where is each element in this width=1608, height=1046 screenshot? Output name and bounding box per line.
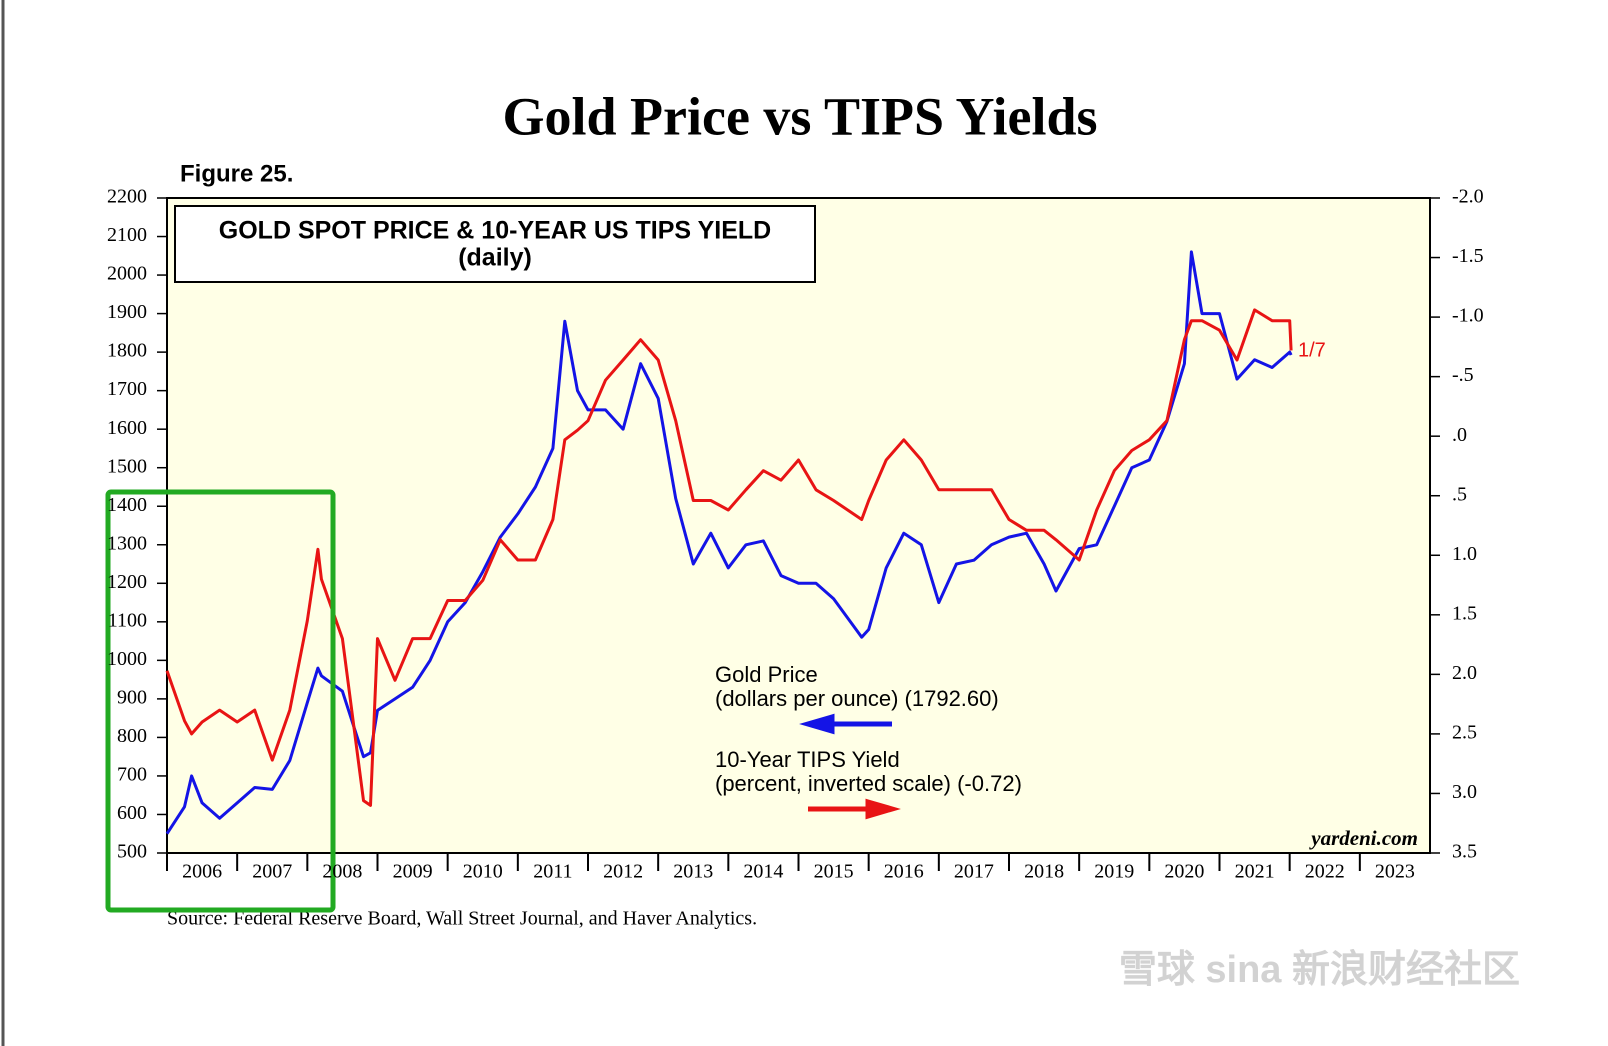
y2-tick-label: 2.0 — [1452, 662, 1477, 684]
figure-label: Figure 25. — [180, 160, 293, 187]
credit: yardeni.com — [1308, 826, 1418, 850]
y-tick-label: 600 — [117, 802, 147, 824]
y2-tick-label: -1.0 — [1452, 305, 1484, 327]
annotation: (dollars per ounce) (1792.60) — [715, 686, 999, 711]
y2-tick-label: -2.0 — [1452, 186, 1484, 208]
y2-tick-label: 3.0 — [1452, 781, 1477, 803]
x-tick-label: 2021 — [1235, 861, 1275, 883]
y2-tick-label: 2.5 — [1452, 722, 1477, 744]
end-label: 1/7 — [1298, 339, 1326, 361]
x-tick-label: 2016 — [884, 861, 924, 883]
y-tick-label: 700 — [117, 764, 147, 786]
x-tick-label: 2012 — [603, 861, 643, 883]
y-tick-label: 500 — [117, 841, 147, 863]
x-tick-label: 2022 — [1305, 861, 1345, 883]
x-tick-label: 2009 — [393, 861, 433, 883]
y-tick-label: 1800 — [107, 340, 147, 362]
x-tick-label: 2008 — [322, 861, 362, 883]
legend-label: 10-Year TIPS Yield — [715, 747, 900, 772]
y2-tick-label: .0 — [1452, 424, 1467, 446]
y2-tick-label: .5 — [1452, 483, 1467, 505]
y-tick-label: 900 — [117, 686, 147, 708]
legend-arrow — [808, 798, 901, 820]
y-tick-label: 1000 — [107, 648, 147, 670]
x-tick-label: 2017 — [954, 861, 994, 883]
annotation: (percent, inverted scale) (-0.72) — [715, 771, 1022, 796]
y-tick-label: 1400 — [107, 494, 147, 516]
highlight-box — [105, 489, 336, 913]
y-tick-label: 1500 — [107, 455, 147, 477]
y2-tick-label: 1.5 — [1452, 602, 1477, 624]
x-tick-label: 2018 — [1024, 861, 1064, 883]
y-tick-label: 1600 — [107, 417, 147, 439]
x-tick-label: 2013 — [673, 861, 713, 883]
legend-arrow — [799, 713, 892, 735]
x-tick-label: 2014 — [743, 861, 783, 883]
source: Source: Federal Reserve Board, Wall Stre… — [167, 908, 757, 930]
legend-label: Gold Price — [715, 662, 818, 687]
x-tick-label: 2015 — [814, 861, 854, 883]
chart-title: Gold Price vs TIPS Yields — [502, 86, 1097, 146]
y-tick-label: 1900 — [107, 301, 147, 323]
y-tick-label: 1700 — [107, 378, 147, 400]
box-title: GOLD SPOT PRICE & 10-YEAR US TIPS YIELD — [219, 217, 771, 245]
y2-tick-label: -1.5 — [1452, 245, 1484, 267]
x-tick-label: 2011 — [533, 861, 572, 883]
y2-tick-label: 3.5 — [1452, 841, 1477, 863]
y-tick-label: 800 — [117, 725, 147, 747]
x-tick-label: 2019 — [1094, 861, 1134, 883]
x-tick-label: 2010 — [463, 861, 503, 883]
y-tick-label: 2200 — [107, 186, 147, 208]
y-tick-label: 1300 — [107, 532, 147, 554]
x-tick-label: 2006 — [182, 861, 222, 883]
box — [174, 205, 816, 283]
y-tick-label: 1100 — [108, 609, 147, 631]
y2-tick-label: -.5 — [1452, 364, 1474, 386]
box-subtitle: (daily) — [458, 244, 532, 272]
y-tick-label: 2000 — [107, 263, 147, 285]
y2-tick-label: 1.0 — [1452, 543, 1477, 565]
watermark: 雪球 sina 新浪财经社区 — [1119, 949, 1520, 991]
x-tick-label: 2007 — [252, 861, 292, 883]
x-tick-label: 2020 — [1164, 861, 1204, 883]
y-tick-label: 2100 — [107, 224, 147, 246]
x-tick-label: 2023 — [1375, 861, 1415, 883]
y-tick-label: 1200 — [107, 571, 147, 593]
